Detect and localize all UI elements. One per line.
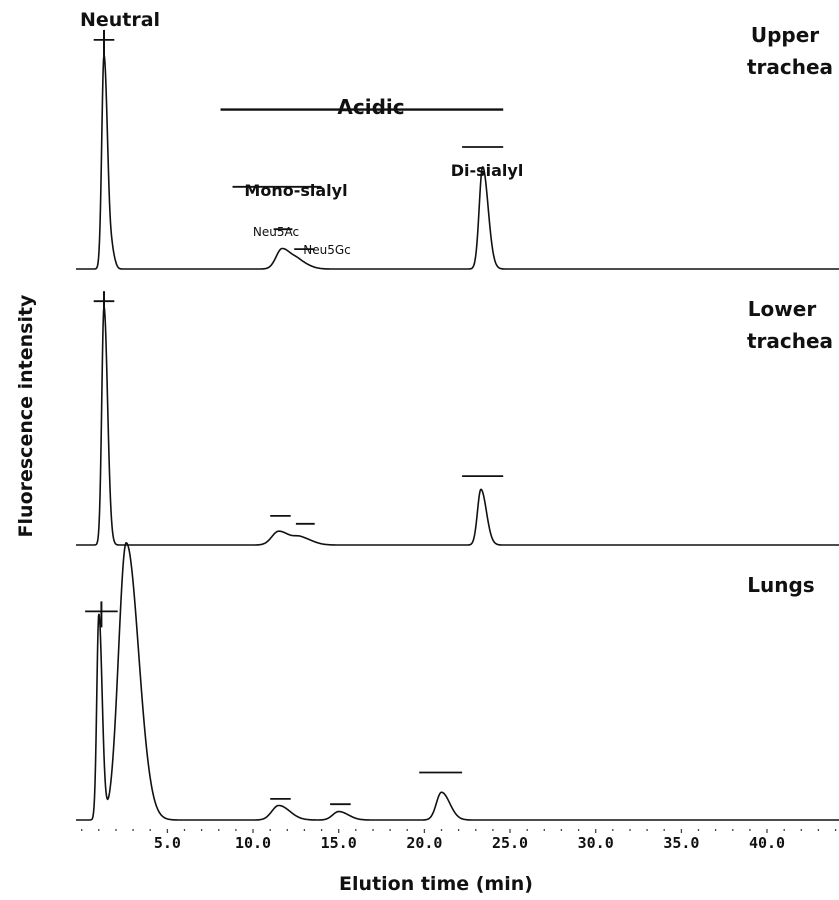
annotation-neutral: Neutral: [80, 9, 160, 31]
x-axis: 5.0 10.0 15.0 20.0 25.0 30.0 35.0 40.0: [81, 829, 837, 852]
x-tick-label-20-0: 20.0: [406, 834, 442, 852]
panel-label-lower-line1: Lower: [748, 297, 817, 321]
trace-lower-trachea: [76, 306, 839, 546]
x-tick-label-25-0: 25.0: [492, 834, 528, 852]
panel-label-upper-line1: Upper: [751, 23, 819, 47]
annotation-mono-sialyl: Mono-sialyl: [244, 181, 347, 200]
x-tick-label-40-0: 40.0: [749, 834, 785, 852]
annotation-neu5gc: Neu5Gc: [303, 243, 351, 257]
panel-label-upper-line2: trachea: [747, 55, 833, 79]
annotation-marks: [85, 29, 504, 806]
x-tick-label-5-0: 5.0: [154, 834, 181, 852]
chromatogram-traces: [76, 54, 839, 821]
panel-label-lungs: Lungs: [747, 573, 814, 597]
x-tick-label-15-0: 15.0: [321, 834, 357, 852]
x-tick-label-30-0: 30.0: [578, 834, 614, 852]
x-axis-title: Elution time (min): [339, 873, 533, 895]
annotation-acidic: Acidic: [337, 95, 404, 119]
x-tick-label-10-0: 10.0: [235, 834, 271, 852]
trace-lungs: [76, 542, 839, 821]
panel-label-lower-line2: trachea: [747, 329, 833, 353]
annotation-neu5ac: Neu5Ac: [253, 225, 299, 239]
annotation-di-sialyl: Di-sialyl: [451, 161, 524, 180]
y-axis-title: Fluorescence intensity: [15, 294, 37, 538]
x-tick-label-35-0: 35.0: [663, 834, 699, 852]
trace-upper-trachea: [76, 54, 839, 270]
